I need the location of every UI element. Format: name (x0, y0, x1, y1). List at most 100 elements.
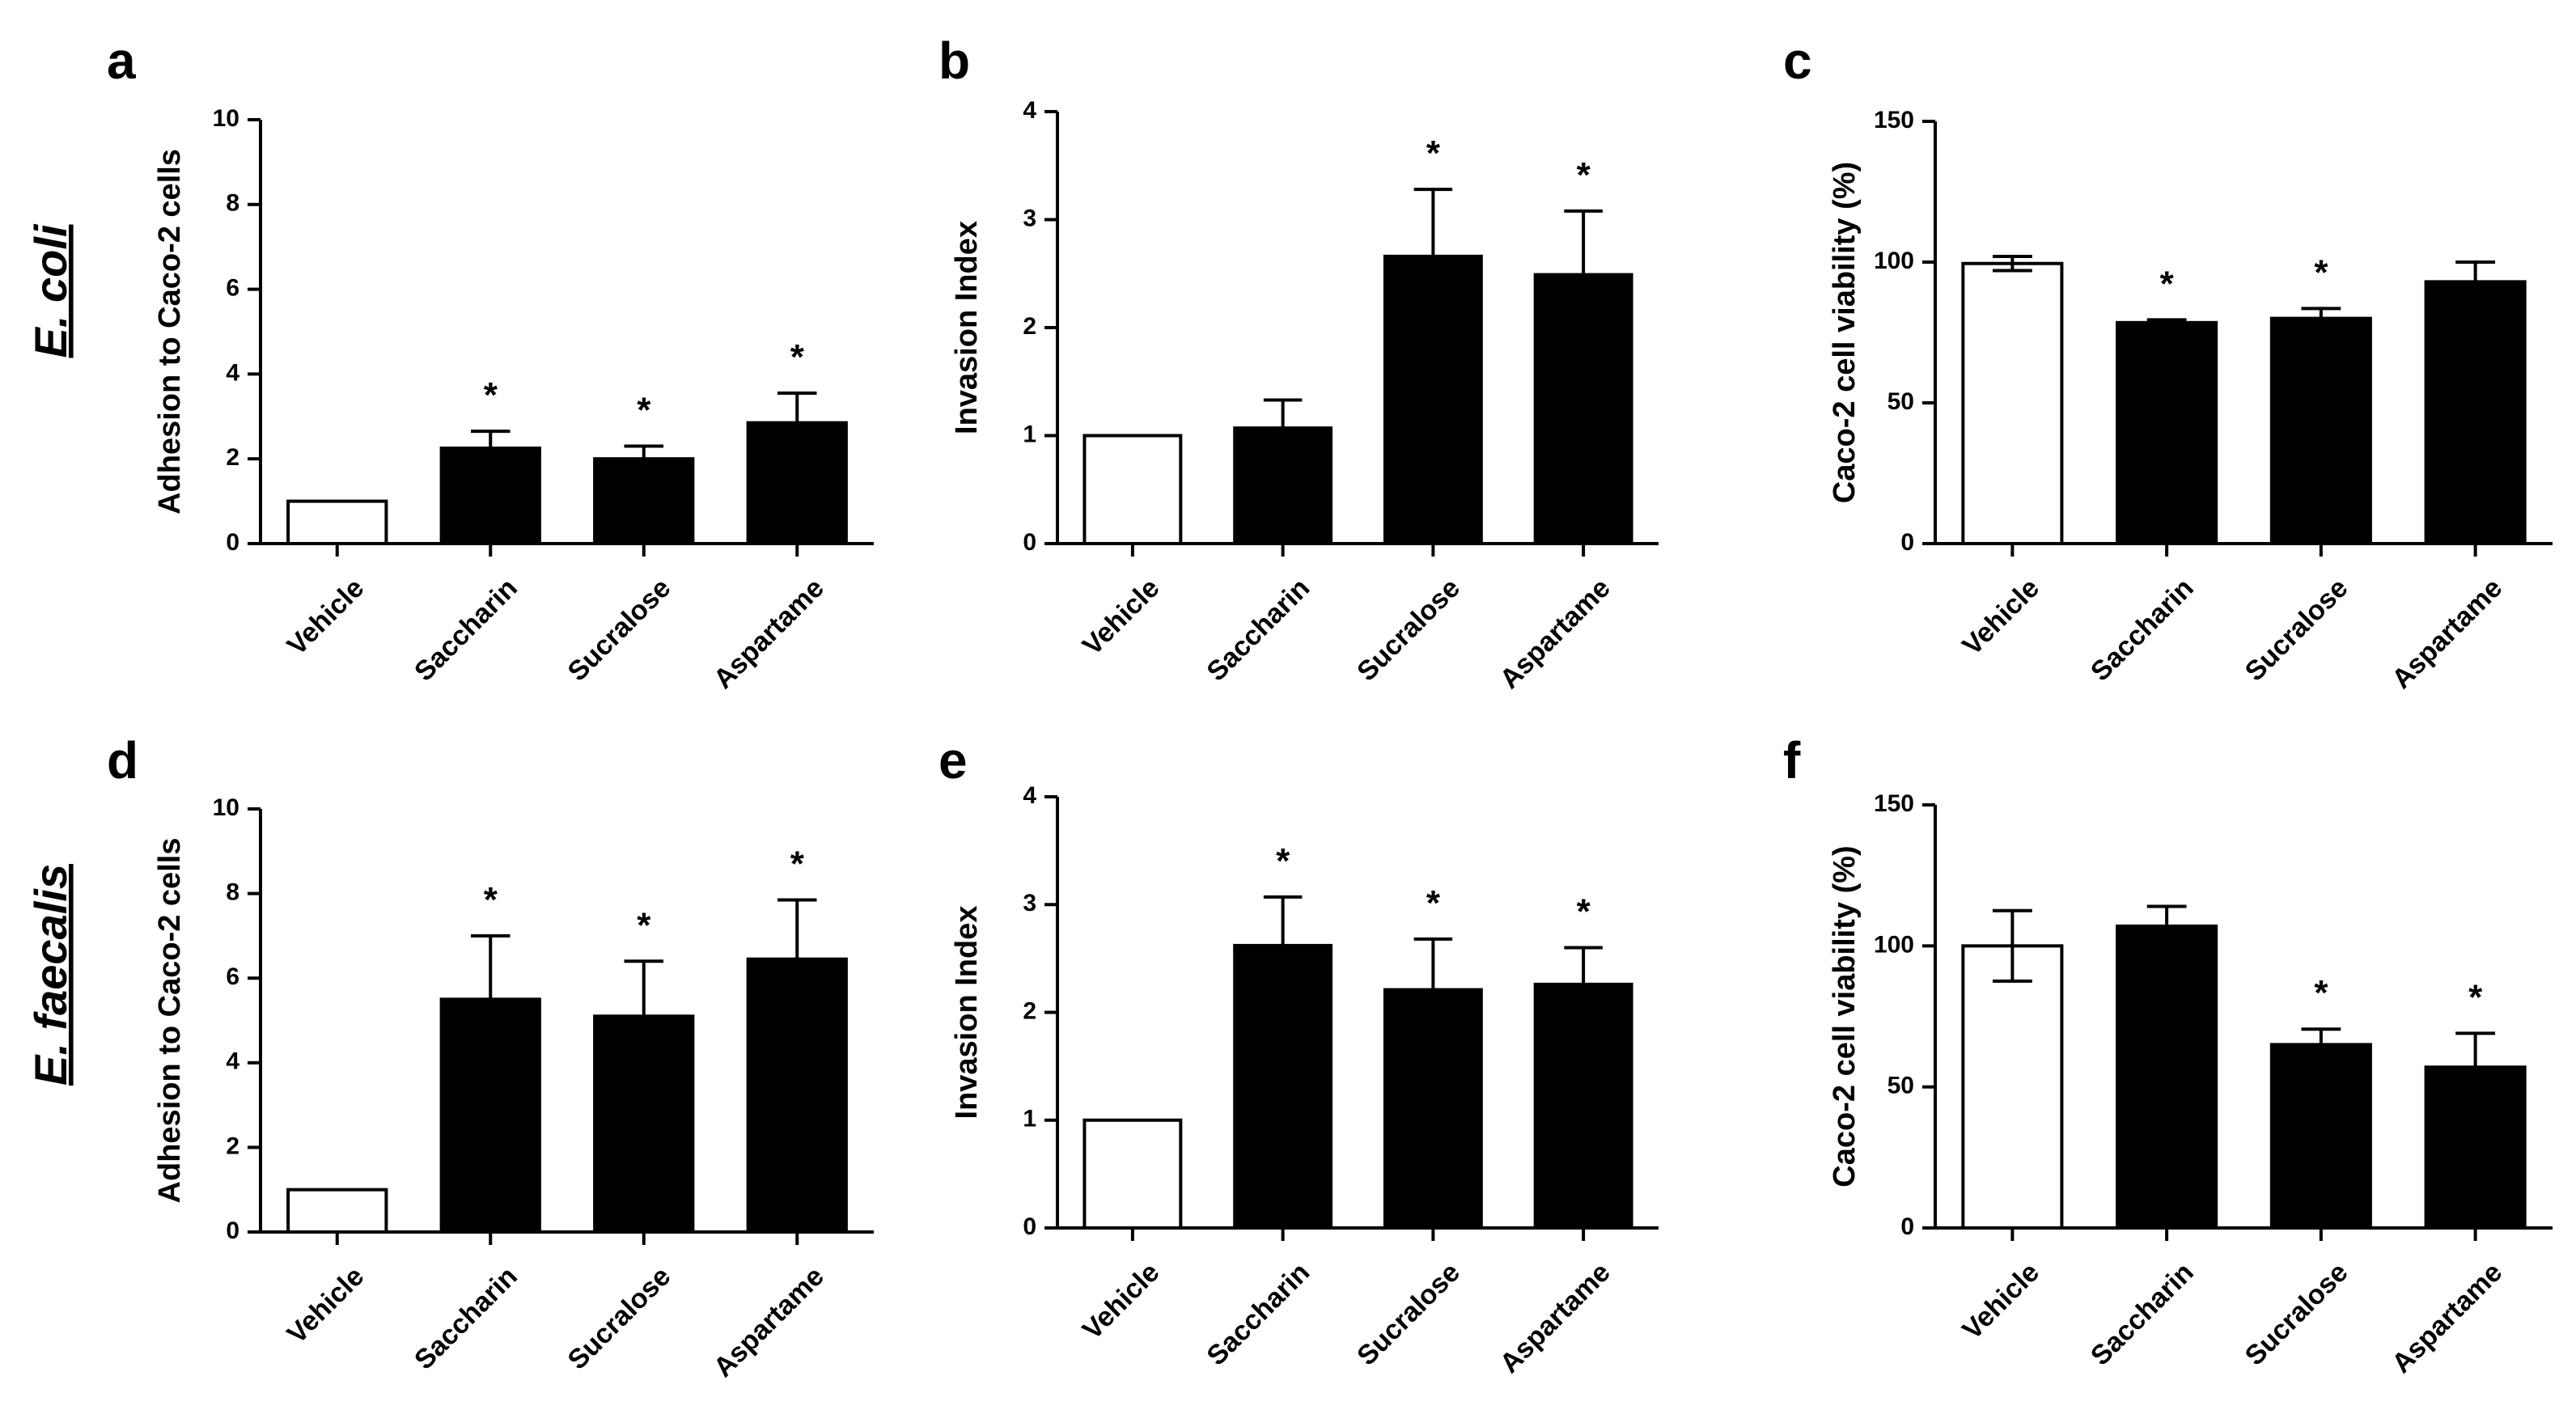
significance-marker: * (1276, 841, 1290, 881)
y-tick-label: 100 (1874, 248, 1914, 274)
bar-saccharin (439, 997, 541, 1234)
row-label-e-faecalis: E. faecalis (25, 864, 76, 1086)
x-tick-label-vehicle: Vehicle (1077, 1257, 1166, 1346)
y-tick-label: 8 (226, 190, 239, 217)
panel-d: d 0 2 4 6 8 10 Adhesion to Caco-2 cells Vehicle *… (107, 731, 874, 1383)
x-tick-label-saccharin: Saccharin (409, 1261, 523, 1376)
y-tick-label: 10 (213, 794, 239, 821)
row-label-e-coli: E. coli (25, 223, 76, 358)
bar-vehicle (1083, 1118, 1183, 1230)
y-axis-title: Adhesion to Caco-2 cells (153, 149, 187, 514)
y-tick-label: 1 (1023, 1106, 1036, 1132)
y-tick-label: 8 (226, 879, 239, 906)
significance-marker: * (2468, 977, 2483, 1017)
x-tick-label-saccharin: Saccharin (1201, 573, 1316, 688)
y-tick-label: 3 (1023, 205, 1036, 231)
y-tick-label: 0 (226, 1217, 239, 1244)
panel-b: b 0 1 2 3 4 Invasion Index Vehicle Saccharin * Suc… (938, 32, 1659, 695)
bar-sucralose (593, 1014, 695, 1234)
panel-letter-b: b (938, 32, 970, 90)
x-tick-label-vehicle: Vehicle (1956, 573, 2045, 662)
y-tick-label: 4 (1023, 782, 1036, 809)
panel-letter-c: c (1783, 32, 1812, 90)
x-tick-label-sucralose: Sucralose (562, 1261, 677, 1376)
significance-marker: * (2314, 252, 2328, 292)
bar-vehicle (1083, 434, 1183, 545)
bar-vehicle (1961, 944, 2064, 1230)
x-tick-label-sucralose: Sucralose (2239, 1257, 2354, 1372)
significance-marker: * (637, 390, 651, 430)
y-axis-title: Caco-2 cell viability (%) (1828, 162, 1862, 503)
significance-marker: * (2160, 264, 2175, 303)
significance-marker: * (637, 905, 651, 945)
y-tick-label: 50 (1888, 388, 1914, 415)
bar-aspartame (1533, 273, 1633, 545)
panel-letter-e: e (938, 731, 968, 790)
bar-saccharin (439, 447, 541, 545)
significance-marker: * (790, 337, 805, 377)
bar-saccharin (2116, 924, 2218, 1230)
y-tick-label: 10 (213, 105, 239, 132)
y-axis-title: Invasion Index (950, 221, 984, 434)
y-tick-label: 0 (1023, 1213, 1036, 1240)
panel-f: f 0 50 100 150 Caco-2 cell viability (%) Vehic… (1783, 731, 2553, 1379)
y-axis-title: Caco-2 cell viability (%) (1828, 845, 1862, 1187)
x-tick-label-vehicle: Vehicle (1956, 1257, 2045, 1346)
bar-aspartame (746, 421, 848, 545)
y-tick-label: 2 (226, 444, 239, 471)
y-tick-label: 0 (226, 529, 239, 556)
x-tick-label-vehicle: Vehicle (282, 573, 371, 662)
x-tick-label-vehicle: Vehicle (282, 1261, 371, 1350)
bar-aspartame (1533, 982, 1633, 1230)
y-tick-label: 2 (226, 1132, 239, 1159)
bar-aspartame (746, 957, 848, 1234)
y-tick-label: 0 (1023, 529, 1036, 556)
y-tick-label: 3 (1023, 890, 1036, 917)
panel-letter-d: d (107, 731, 138, 790)
bar-saccharin (1233, 426, 1333, 546)
x-tick-label-aspartame: Aspartame (2386, 573, 2508, 695)
x-tick-label-sucralose: Sucralose (2239, 573, 2354, 688)
bar-vehicle (1961, 261, 2064, 545)
bar-sucralose (1383, 988, 1483, 1230)
y-tick-label: 50 (1888, 1073, 1914, 1099)
panel-c: c 0 50 100 150 Caco-2 cell viability (%) Vehic… (1783, 32, 2553, 695)
y-tick-label: 4 (226, 1048, 239, 1075)
y-tick-label: 4 (1023, 97, 1036, 124)
bar-sucralose (2269, 1043, 2372, 1230)
y-tick-label: 1 (1023, 421, 1036, 447)
y-tick-label: 6 (226, 963, 239, 990)
y-tick-label: 6 (226, 275, 239, 302)
y-tick-label: 2 (1023, 997, 1036, 1024)
significance-marker: * (1426, 883, 1441, 923)
x-tick-label-saccharin: Saccharin (2085, 573, 2200, 688)
significance-marker: * (1426, 133, 1441, 173)
bar-aspartame (2424, 1065, 2527, 1230)
x-tick-label-sucralose: Sucralose (1351, 1257, 1466, 1372)
x-tick-label-saccharin: Saccharin (2085, 1257, 2200, 1372)
x-tick-label-aspartame: Aspartame (708, 1261, 830, 1383)
x-tick-label-sucralose: Sucralose (562, 573, 677, 688)
y-tick-label: 150 (1874, 790, 1914, 817)
y-tick-label: 150 (1874, 107, 1914, 133)
bar-saccharin (2116, 320, 2218, 545)
significance-marker: * (484, 375, 498, 415)
significance-marker: * (484, 880, 498, 920)
significance-marker: * (2314, 973, 2328, 1013)
y-tick-label: 2 (1023, 313, 1036, 340)
y-axis-title: Adhesion to Caco-2 cells (153, 838, 187, 1204)
significance-marker: * (790, 844, 805, 883)
x-tick-label-aspartame: Aspartame (1494, 1257, 1616, 1379)
panel-e: e 0 1 2 3 4 Invasion Index Vehicle * Saccharin * Su… (938, 731, 1659, 1379)
bar-vehicle (286, 1188, 388, 1234)
bar-sucralose (2269, 316, 2372, 545)
x-tick-label-vehicle: Vehicle (1077, 573, 1166, 662)
panel-letter-f: f (1783, 731, 1801, 790)
y-axis-title: Invasion Index (950, 906, 984, 1120)
x-tick-label-saccharin: Saccharin (1201, 1257, 1316, 1372)
significance-marker: * (1577, 155, 1591, 195)
bar-aspartame (2424, 280, 2527, 545)
y-tick-label: 4 (226, 359, 239, 386)
